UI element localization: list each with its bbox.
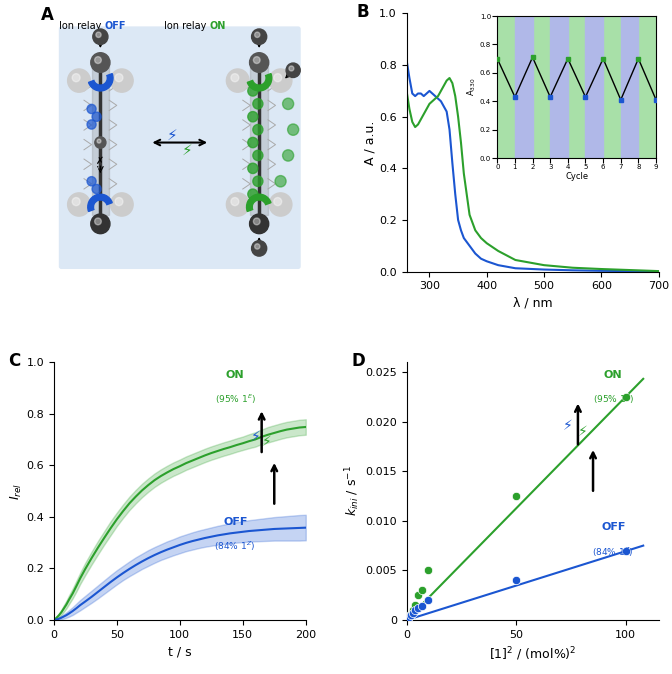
Circle shape <box>110 69 133 92</box>
Circle shape <box>95 137 106 148</box>
Circle shape <box>275 176 286 187</box>
Circle shape <box>72 73 80 82</box>
Wedge shape <box>247 194 271 212</box>
Text: ⚡: ⚡ <box>182 143 193 158</box>
Circle shape <box>110 193 133 216</box>
Circle shape <box>95 218 101 225</box>
Circle shape <box>248 137 258 148</box>
Y-axis label: $k_{ini}$ / s$^{-1}$: $k_{ini}$ / s$^{-1}$ <box>343 466 362 516</box>
Circle shape <box>289 66 294 71</box>
Text: Ion relay: Ion relay <box>58 21 104 31</box>
Wedge shape <box>89 73 113 91</box>
Circle shape <box>251 29 267 44</box>
Wedge shape <box>88 194 112 212</box>
Text: Ion relay: Ion relay <box>165 21 210 31</box>
Text: ⚡: ⚡ <box>251 430 260 443</box>
Circle shape <box>226 193 249 216</box>
Text: ✗: ✗ <box>96 156 104 166</box>
FancyBboxPatch shape <box>59 26 301 269</box>
Circle shape <box>274 73 282 82</box>
Circle shape <box>93 29 108 44</box>
Circle shape <box>283 150 294 161</box>
Y-axis label: A / a.u.: A / a.u. <box>364 121 376 164</box>
Wedge shape <box>247 73 271 91</box>
Y-axis label: $I_{rel}$: $I_{rel}$ <box>9 483 24 499</box>
Circle shape <box>269 69 292 92</box>
Text: ON: ON <box>226 370 245 379</box>
Circle shape <box>115 197 123 206</box>
Text: ⚡: ⚡ <box>167 127 177 142</box>
Circle shape <box>248 189 258 200</box>
Text: ⚡: ⚡ <box>578 425 588 439</box>
Circle shape <box>249 53 269 72</box>
Circle shape <box>288 124 298 135</box>
Text: B: B <box>356 3 369 21</box>
Text: ⚡: ⚡ <box>563 419 573 433</box>
Text: ON: ON <box>210 21 226 31</box>
Circle shape <box>231 73 239 82</box>
Text: D: D <box>351 352 365 369</box>
Circle shape <box>253 218 260 225</box>
Circle shape <box>91 214 110 234</box>
Circle shape <box>68 193 90 216</box>
Circle shape <box>253 150 263 160</box>
Text: C: C <box>8 352 21 369</box>
Circle shape <box>92 112 101 121</box>
Circle shape <box>248 86 258 96</box>
Circle shape <box>248 163 258 173</box>
Circle shape <box>68 69 90 92</box>
Circle shape <box>92 185 101 193</box>
Circle shape <box>91 53 110 72</box>
Text: OFF: OFF <box>104 21 126 31</box>
Circle shape <box>115 73 123 82</box>
Text: ⚡: ⚡ <box>262 435 271 449</box>
Text: A: A <box>41 6 54 24</box>
Circle shape <box>95 57 101 63</box>
Circle shape <box>255 32 260 38</box>
Circle shape <box>253 57 260 63</box>
Text: (84% 1$^Z$): (84% 1$^Z$) <box>214 540 256 553</box>
Circle shape <box>226 69 249 92</box>
Text: OFF: OFF <box>223 517 247 527</box>
Circle shape <box>87 104 96 114</box>
Circle shape <box>96 32 101 38</box>
Text: OFF: OFF <box>601 522 626 532</box>
Circle shape <box>274 197 282 206</box>
Circle shape <box>255 244 260 249</box>
Circle shape <box>248 112 258 122</box>
X-axis label: λ / nm: λ / nm <box>513 297 552 310</box>
Circle shape <box>231 197 239 206</box>
Circle shape <box>97 139 101 143</box>
Text: (95% 1$^E$): (95% 1$^E$) <box>214 393 256 406</box>
Circle shape <box>87 177 96 186</box>
Circle shape <box>286 63 300 78</box>
Text: (95% 1$^E$): (95% 1$^E$) <box>593 393 634 406</box>
Circle shape <box>87 120 96 129</box>
Circle shape <box>72 197 80 206</box>
X-axis label: [1]$^{2}$ / (mol%)$^{2}$: [1]$^{2}$ / (mol%)$^{2}$ <box>489 646 577 663</box>
Circle shape <box>249 214 269 234</box>
Bar <box>250 60 268 215</box>
Circle shape <box>269 193 292 216</box>
Circle shape <box>253 98 263 109</box>
X-axis label: t / s: t / s <box>168 646 192 658</box>
Text: ON: ON <box>604 370 622 379</box>
Bar <box>91 60 109 215</box>
Circle shape <box>283 98 294 109</box>
Circle shape <box>253 125 263 135</box>
Text: (84% 1$^Z$): (84% 1$^Z$) <box>593 545 634 559</box>
Circle shape <box>251 241 267 256</box>
Circle shape <box>253 176 263 187</box>
